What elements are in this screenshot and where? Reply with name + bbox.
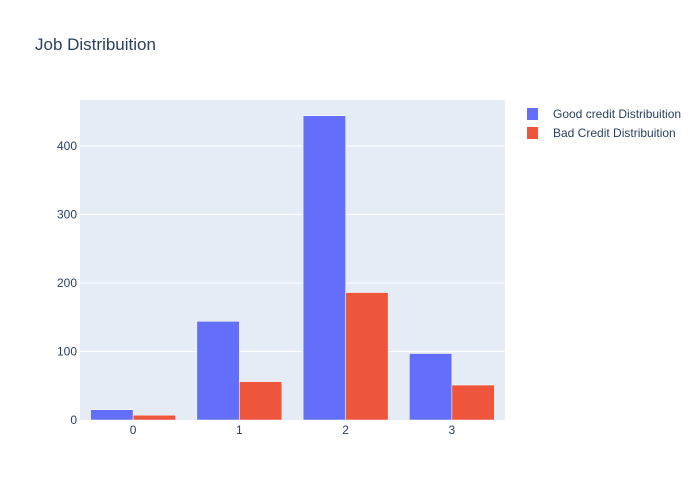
y-axis-ticks: 0 100 200 300 400 — [57, 139, 77, 427]
y-tick-label-100: 100 — [57, 344, 77, 358]
bar-series-1-category-1[interactable] — [239, 381, 283, 421]
chart-title: Job Distribuition — [35, 35, 156, 54]
y-tick-label-400: 400 — [57, 139, 77, 153]
bar-series-1-category-0[interactable] — [132, 414, 176, 421]
legend-item-0[interactable]: Good credit Distribuition — [527, 107, 681, 121]
x-tick-label-2: 2 — [342, 423, 349, 437]
gridlines — [80, 145, 505, 352]
bar-series-1-category-3[interactable] — [451, 384, 495, 421]
y-tick-label-300: 300 — [57, 207, 77, 221]
bar-series-0-category-3[interactable] — [409, 353, 453, 421]
bar-series-0-category-1[interactable] — [196, 321, 240, 421]
bar-series-0-category-0[interactable] — [90, 409, 134, 421]
x-axis-ticks: 0 1 2 3 — [130, 423, 456, 437]
y-tick-label-0: 0 — [70, 413, 77, 427]
legend-label-0: Good credit Distribuition — [553, 107, 681, 121]
legend-swatch-1 — [527, 127, 538, 139]
bar-series-1-category-2[interactable] — [345, 292, 389, 421]
legend-item-1[interactable]: Bad Credit Distribuition — [527, 126, 676, 140]
x-tick-label-0: 0 — [130, 423, 137, 437]
legend-label-1: Bad Credit Distribuition — [553, 126, 676, 140]
legend-swatch-0 — [527, 108, 538, 120]
x-tick-label-1: 1 — [236, 423, 243, 437]
x-tick-label-3: 3 — [449, 423, 456, 437]
legend[interactable]: Good credit Distribuition Bad Credit Dist… — [527, 107, 681, 140]
bars — [90, 115, 495, 421]
bar-series-0-category-2[interactable] — [302, 115, 346, 421]
y-tick-label-200: 200 — [57, 276, 77, 290]
